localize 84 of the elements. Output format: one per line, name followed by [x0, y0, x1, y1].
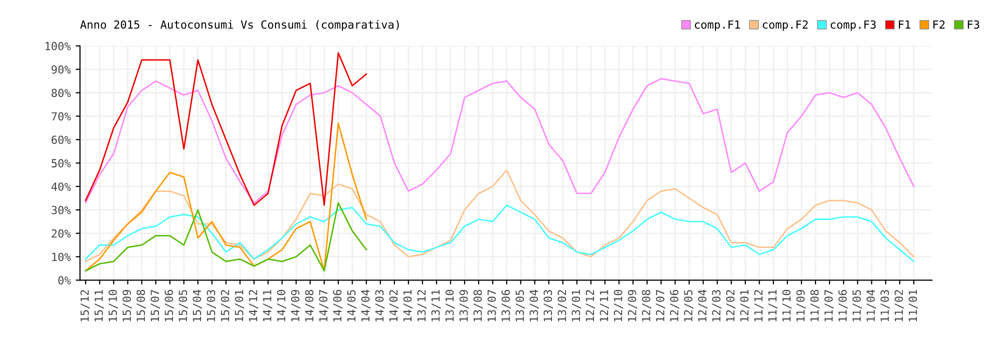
- x-tick-label: 11/10: [782, 290, 792, 322]
- line-series: [84, 169, 914, 262]
- x-tick-label: 13/10: [445, 290, 455, 322]
- x-tick-label: 13/08: [473, 290, 483, 322]
- x-tick-label: 13/09: [459, 290, 469, 322]
- x-tick-label: 14/09: [291, 290, 300, 322]
- x-tick-label: 11/12: [754, 290, 764, 322]
- x-tick-label: 12/08: [642, 290, 652, 322]
- y-tick-label: 20%: [52, 229, 71, 238]
- x-tick-label: 11/01: [908, 290, 918, 322]
- legend-label: comp.F2: [762, 20, 808, 31]
- x-tick-label: 15/03: [206, 290, 216, 322]
- x-tick-label: 14/02: [389, 290, 399, 322]
- x-tick-label: 12/05: [684, 290, 694, 322]
- y-tick-label: 70%: [52, 112, 71, 121]
- x-tick-label: 11/06: [838, 290, 848, 322]
- y-tick-label: 80%: [52, 88, 71, 98]
- x-tick-label: 15/09: [122, 290, 132, 322]
- x-tick-label: 13/06: [502, 290, 511, 322]
- x-tick-label: 12/11: [600, 290, 610, 322]
- y-tick-label: 10%: [52, 252, 71, 262]
- line-series: [84, 202, 368, 272]
- y-tick-label: 90%: [52, 65, 71, 74]
- x-tick-label: 13/07: [488, 290, 497, 322]
- x-tick-label: 14/03: [375, 290, 384, 322]
- x-tick-label: 15/10: [108, 290, 118, 322]
- x-tick-label: 15/07: [150, 290, 160, 322]
- x-tick-label: 11/03: [880, 290, 890, 322]
- x-tick-label: 14/06: [333, 290, 342, 322]
- x-tick-label: 11/05: [852, 290, 862, 322]
- x-tick-label: 13/12: [417, 290, 427, 322]
- x-tick-label: 15/02: [220, 290, 230, 322]
- x-tick-label: 13/04: [530, 290, 539, 322]
- y-tick-label: 40%: [51, 182, 71, 191]
- x-tick-label: 12/10: [614, 290, 624, 322]
- x-tick-label: 13/01: [572, 290, 582, 322]
- x-tick-label: 12/09: [628, 290, 638, 322]
- x-tick-label: 15/06: [164, 290, 174, 322]
- y-tick-label: 60%: [52, 136, 71, 144]
- legend-label: F3: [968, 20, 980, 29]
- x-tick-label: 13/02: [558, 290, 567, 322]
- x-tick-label: 12/06: [670, 290, 680, 322]
- x-tick-label: 14/11: [263, 290, 272, 322]
- legend-label: F1: [898, 20, 910, 29]
- x-tick-label: 15/08: [136, 290, 146, 322]
- x-tick-label: 12/12: [586, 290, 596, 322]
- x-tick-label: 14/10: [276, 290, 286, 322]
- line-series: [84, 204, 914, 262]
- x-tick-label: 12/04: [698, 290, 708, 322]
- x-tick-label: 14/01: [403, 290, 413, 322]
- x-tick-label: 15/01: [234, 290, 244, 322]
- x-tick-label: 13/11: [431, 290, 441, 322]
- y-tick-label: 30%: [52, 206, 71, 214]
- y-tick-label: 100%: [46, 42, 71, 50]
- x-tick-label: 13/05: [516, 290, 525, 322]
- x-tick-label: 14/12: [248, 290, 258, 322]
- x-tick-label: 15/04: [192, 290, 202, 322]
- x-tick-label: 11/09: [796, 290, 806, 322]
- x-tick-label: 14/04: [361, 290, 370, 322]
- x-tick-label: 12/02: [726, 290, 736, 322]
- x-tick-label: 11/04: [866, 290, 876, 322]
- x-tick-label: 12/07: [656, 290, 666, 322]
- y-tick-label: 0%: [58, 276, 71, 285]
- x-tick-label: 13/03: [544, 290, 553, 322]
- line-series: [84, 78, 914, 204]
- x-tick-label: 14/05: [347, 290, 356, 322]
- x-tick-label: 11/08: [810, 290, 820, 322]
- y-tick-label: 50%: [52, 159, 71, 168]
- x-tick-label: 15/12: [80, 290, 90, 322]
- legend-label: comp.F3: [830, 20, 876, 31]
- x-tick-label: 11/02: [894, 290, 904, 322]
- x-tick-label: 15/05: [178, 290, 188, 322]
- x-tick-label: 14/07: [319, 290, 328, 322]
- x-tick-label: 11/11: [768, 290, 778, 322]
- x-tick-label: 12/03: [712, 290, 722, 322]
- line-series: [84, 52, 368, 206]
- x-tick-label: 14/08: [305, 290, 314, 322]
- x-tick-label: 12/01: [740, 290, 750, 322]
- legend-label: F2: [933, 20, 945, 29]
- x-tick-label: 15/11: [94, 290, 104, 322]
- x-tick-label: 11/07: [824, 290, 834, 322]
- chart-title: Anno 2015 - Autoconsumi Vs Consumi (comparativa): [80, 20, 399, 31]
- line-series: [84, 122, 368, 272]
- legend-label: comp.F1: [694, 20, 740, 31]
